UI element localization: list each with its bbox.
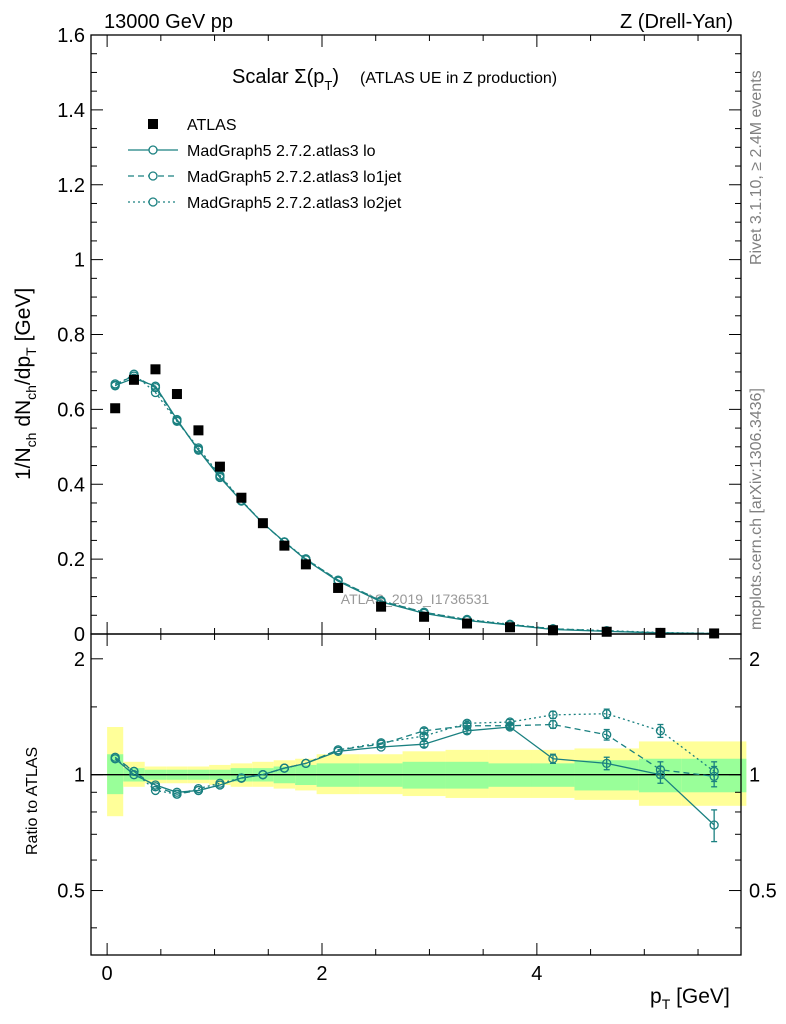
rivet-label: Rivet 3.1.10, ≥ 2.4M events bbox=[748, 70, 765, 265]
ratio-ytick-label: 1 bbox=[74, 765, 85, 787]
ratio-ylabel: Ratio to ATLAS bbox=[24, 747, 41, 855]
ratio-marker-3 bbox=[505, 717, 515, 727]
ratio-marker-3 bbox=[150, 785, 161, 796]
ratio-marker-3 bbox=[419, 731, 429, 741]
data-point bbox=[214, 461, 225, 472]
legend-marker-data bbox=[148, 119, 158, 129]
data-point bbox=[655, 627, 666, 638]
main-title-rest: (ATLAS UE in Z production) bbox=[360, 70, 557, 87]
ratio-marker-1 bbox=[602, 758, 612, 769]
main-ylabel: 1/Nch dNch/dpT [GeV] bbox=[12, 288, 39, 480]
ratio-marker-2 bbox=[602, 730, 612, 740]
data-point bbox=[193, 425, 204, 436]
main-ytick-label: 0.8 bbox=[57, 325, 85, 347]
ratio-marker-3 bbox=[376, 738, 386, 748]
x-axis-label: pT [GeV] bbox=[650, 985, 730, 1012]
legend-marker-2 bbox=[148, 171, 158, 181]
main-ytick-label: 1.4 bbox=[57, 100, 85, 122]
ratio-marker-2 bbox=[655, 765, 666, 775]
main-ytick-label: 0.6 bbox=[57, 399, 85, 421]
xtick-label: 4 bbox=[531, 963, 542, 985]
ratio-marker-3 bbox=[110, 754, 120, 764]
ratio-marker-3 bbox=[172, 789, 182, 799]
ratio-ytick-label-right: 1 bbox=[749, 765, 760, 787]
ratio-marker-3 bbox=[279, 763, 290, 773]
data-point bbox=[236, 492, 247, 503]
data-point bbox=[279, 540, 290, 551]
legend-marker-1 bbox=[148, 145, 158, 155]
ratio-ytick-label: 2 bbox=[74, 649, 85, 671]
data-point bbox=[601, 626, 612, 637]
main-marker-3 bbox=[150, 387, 161, 398]
main-marker-3 bbox=[193, 443, 204, 453]
ratio-marker-1 bbox=[548, 754, 558, 764]
mcplots-label: mcplots.cern.ch [arXiv:1306.3436] bbox=[748, 388, 765, 630]
ratio-marker-3 bbox=[236, 773, 247, 783]
main-ytick-label: 0.2 bbox=[57, 549, 85, 571]
ratio-marker-3 bbox=[215, 778, 225, 788]
ratio-marker-1 bbox=[709, 820, 719, 830]
ratio-marker-3 bbox=[548, 710, 558, 720]
main-ytick-label: 1.6 bbox=[57, 25, 85, 47]
main-marker-3 bbox=[110, 381, 120, 391]
xtick-label: 0 bbox=[102, 963, 113, 985]
ratio-marker-3 bbox=[333, 745, 343, 755]
main-title: Scalar Σ(pT) bbox=[232, 66, 339, 93]
legend-label-2: MadGraph5 2.7.2.atlas3 lo1jet bbox=[187, 169, 402, 186]
ratio-marker-3 bbox=[129, 766, 139, 777]
main-ytick-label: 0.4 bbox=[57, 474, 85, 496]
data-point bbox=[110, 403, 121, 414]
xtick-label: 2 bbox=[316, 963, 327, 985]
ratio-marker-3 bbox=[193, 783, 204, 794]
ratio-ytick-label-right: 2 bbox=[749, 649, 760, 671]
data-point bbox=[376, 601, 387, 612]
data-point bbox=[300, 559, 311, 570]
data-point bbox=[505, 622, 516, 633]
data-point bbox=[150, 364, 161, 375]
chart-marks bbox=[110, 364, 720, 843]
ratio-marker-1 bbox=[376, 742, 386, 752]
legend-label-0: ATLAS bbox=[187, 117, 237, 134]
axis-frames: 0 0.2 0.4 0.6 0.8 1 1.2 1.4 1.6 0.5 0.5 1 1 2 2 0 2 4 bbox=[57, 25, 777, 985]
ratio-ytick-label: 0.5 bbox=[57, 881, 85, 903]
header-left: 13000 GeV pp bbox=[104, 11, 233, 33]
ratio-line-3 bbox=[114, 713, 715, 795]
title-main: Scalar Σ(p bbox=[232, 66, 324, 88]
legend-label-1: MadGraph5 2.7.2.atlas3 lo bbox=[187, 143, 376, 160]
data-point bbox=[333, 582, 344, 593]
ratio-marker-3 bbox=[258, 770, 268, 780]
data-point bbox=[462, 618, 473, 629]
data-point bbox=[171, 389, 182, 400]
legend-label-3: MadGraph5 2.7.2.atlas3 lo2jet bbox=[187, 195, 402, 212]
data-point bbox=[257, 518, 268, 529]
main-ytick-label: 0 bbox=[74, 624, 85, 646]
ratio-ytick-label-right: 0.5 bbox=[749, 881, 777, 903]
ratio-marker-3 bbox=[709, 766, 719, 777]
main-marker-3 bbox=[172, 416, 182, 427]
main-ytick-label: 1.2 bbox=[57, 175, 85, 197]
title-close: ) bbox=[332, 66, 339, 88]
ratio-marker-2 bbox=[548, 719, 558, 730]
data-point bbox=[128, 374, 139, 385]
ratio-marker-3 bbox=[655, 726, 666, 736]
legend-marker-3 bbox=[148, 197, 158, 207]
main-ytick-label: 1 bbox=[74, 250, 85, 272]
header-right: Z (Drell-Yan) bbox=[620, 11, 733, 33]
ratio-marker-3 bbox=[602, 709, 612, 719]
data-point bbox=[547, 625, 558, 636]
ratio-marker-3 bbox=[301, 758, 311, 769]
data-point bbox=[419, 611, 430, 622]
ratio-frame bbox=[90, 633, 742, 956]
ratio-marker-3 bbox=[462, 718, 472, 728]
main-marker-2 bbox=[150, 383, 161, 393]
title-sub: T bbox=[324, 78, 332, 93]
legend: ATLAS MadGraph5 2.7.2.atlas3 lo MadGraph5 … bbox=[128, 117, 402, 212]
